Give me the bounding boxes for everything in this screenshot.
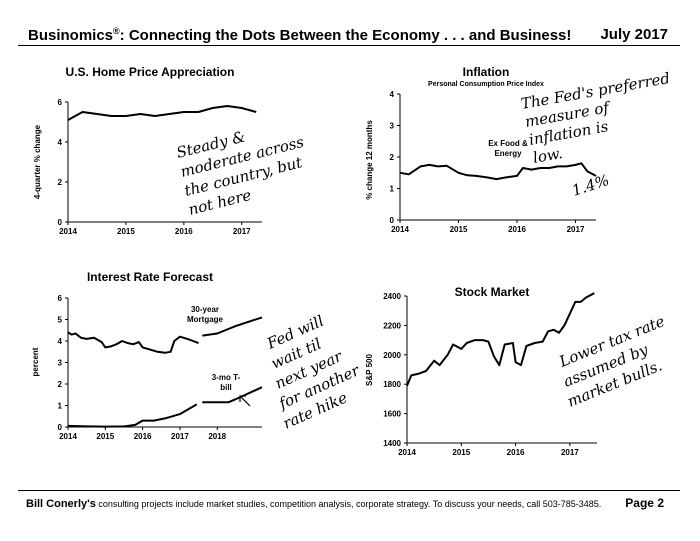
tbill-label-2: bill (220, 383, 232, 392)
inflation-x-tick-label: 2014 (391, 225, 409, 234)
inflation-y-tick-label: 0 (390, 216, 395, 225)
inflation-x-tick-label: 2017 (567, 225, 585, 234)
rates-series-line-2 (67, 403, 198, 428)
page-title: Businomics®: Connecting the Dots Between… (28, 26, 572, 44)
home-y-tick-label: 2 (58, 178, 63, 187)
stocks-x-tick-label: 2015 (452, 448, 470, 457)
stocks-x-tick-label: 2016 (507, 448, 525, 457)
mortgage-label: 30-year (191, 305, 219, 314)
inflation-x-tick-label: 2016 (508, 225, 526, 234)
rates-series-line-0 (67, 331, 199, 354)
rates-chart-title: Interest Rate Forecast (87, 270, 213, 284)
inflation-y-tick-label: 2 (390, 153, 395, 162)
inflation-annotation-line: low. (532, 144, 564, 167)
stocks-x-tick-label: 2017 (561, 448, 579, 457)
stocks-y-tick-label: 2200 (383, 321, 401, 330)
inflation-y-tick-label: 4 (390, 90, 395, 99)
home-chart-title: U.S. Home Price Appreciation (66, 65, 235, 79)
footer-rule (18, 490, 680, 491)
inflation-series-label-2: Energy (494, 149, 522, 158)
rates-y-axis-label: percent (31, 347, 40, 376)
stocks-x-tick-label: 2014 (398, 448, 416, 457)
tbill-label: 3-mo T- (212, 373, 241, 382)
rates-y-tick-label: 5 (58, 316, 63, 325)
rates-x-tick-label: 2015 (96, 432, 114, 441)
inflation-chart-subtitle: Personal Consumption Price Index (428, 81, 544, 88)
rates-x-tick-label: 2017 (171, 432, 189, 441)
stocks-y-tick-label: 2400 (383, 292, 401, 301)
home-y-tick-label: 6 (58, 98, 63, 107)
rates-series-line-3 (202, 386, 263, 404)
rates-y-tick-label: 6 (58, 294, 63, 303)
inflation-series-label: Ex Food & (488, 139, 528, 148)
rates-y-tick-label: 1 (58, 402, 63, 411)
rates-x-tick-label: 2014 (59, 432, 77, 441)
stocks-series-line-0 (406, 292, 595, 387)
tbill-arrow (239, 395, 251, 407)
inflation-chart-title: Inflation (463, 65, 510, 79)
header-rule (18, 45, 680, 46)
stocks-y-tick-label: 1600 (383, 410, 401, 419)
home-x-tick-label: 2017 (233, 227, 251, 236)
home-x-tick-label: 2014 (59, 227, 77, 236)
home-x-tick-label: 2016 (175, 227, 193, 236)
home-x-tick-label: 2015 (117, 227, 135, 236)
stocks-y-axis-label: S&P 500 (365, 354, 374, 386)
inflation-y-axis-label: % change 12 months (365, 120, 374, 200)
page-number: Page 2 (625, 496, 664, 510)
stocks-y-tick-label: 2000 (383, 351, 401, 360)
home-series-line-0 (67, 105, 257, 121)
page-date: July 2017 (600, 26, 668, 43)
rates-y-tick-label: 0 (58, 423, 63, 432)
home-y-tick-label: 0 (58, 218, 63, 227)
home-y-tick-label: 4 (58, 138, 63, 147)
stocks-y-tick-label: 1400 (383, 439, 401, 448)
inflation-series-line-0 (399, 162, 597, 181)
mortgage-label-2: Mortgage (187, 315, 224, 324)
inflation-x-tick-label: 2015 (450, 225, 468, 234)
stocks-y-tick-label: 1800 (383, 380, 401, 389)
inflation-annotation-value: 1.4% (570, 171, 612, 200)
inflation-y-tick-label: 1 (390, 185, 395, 194)
home-y-axis-label: 4-quarter % change (33, 124, 42, 199)
rates-x-tick-label: 2016 (134, 432, 152, 441)
inflation-y-tick-label: 3 (390, 122, 395, 131)
footer-text: Bill Conerly's consulting projects inclu… (26, 498, 602, 510)
stocks-chart-title: Stock Market (455, 285, 530, 299)
rates-series-line-1 (202, 316, 263, 337)
tbill-arrow-head (239, 395, 246, 402)
rates-x-tick-label: 2018 (208, 432, 226, 441)
rates-y-tick-label: 3 (58, 359, 63, 368)
rates-y-tick-label: 2 (58, 380, 63, 389)
rates-y-tick-label: 4 (58, 337, 63, 346)
